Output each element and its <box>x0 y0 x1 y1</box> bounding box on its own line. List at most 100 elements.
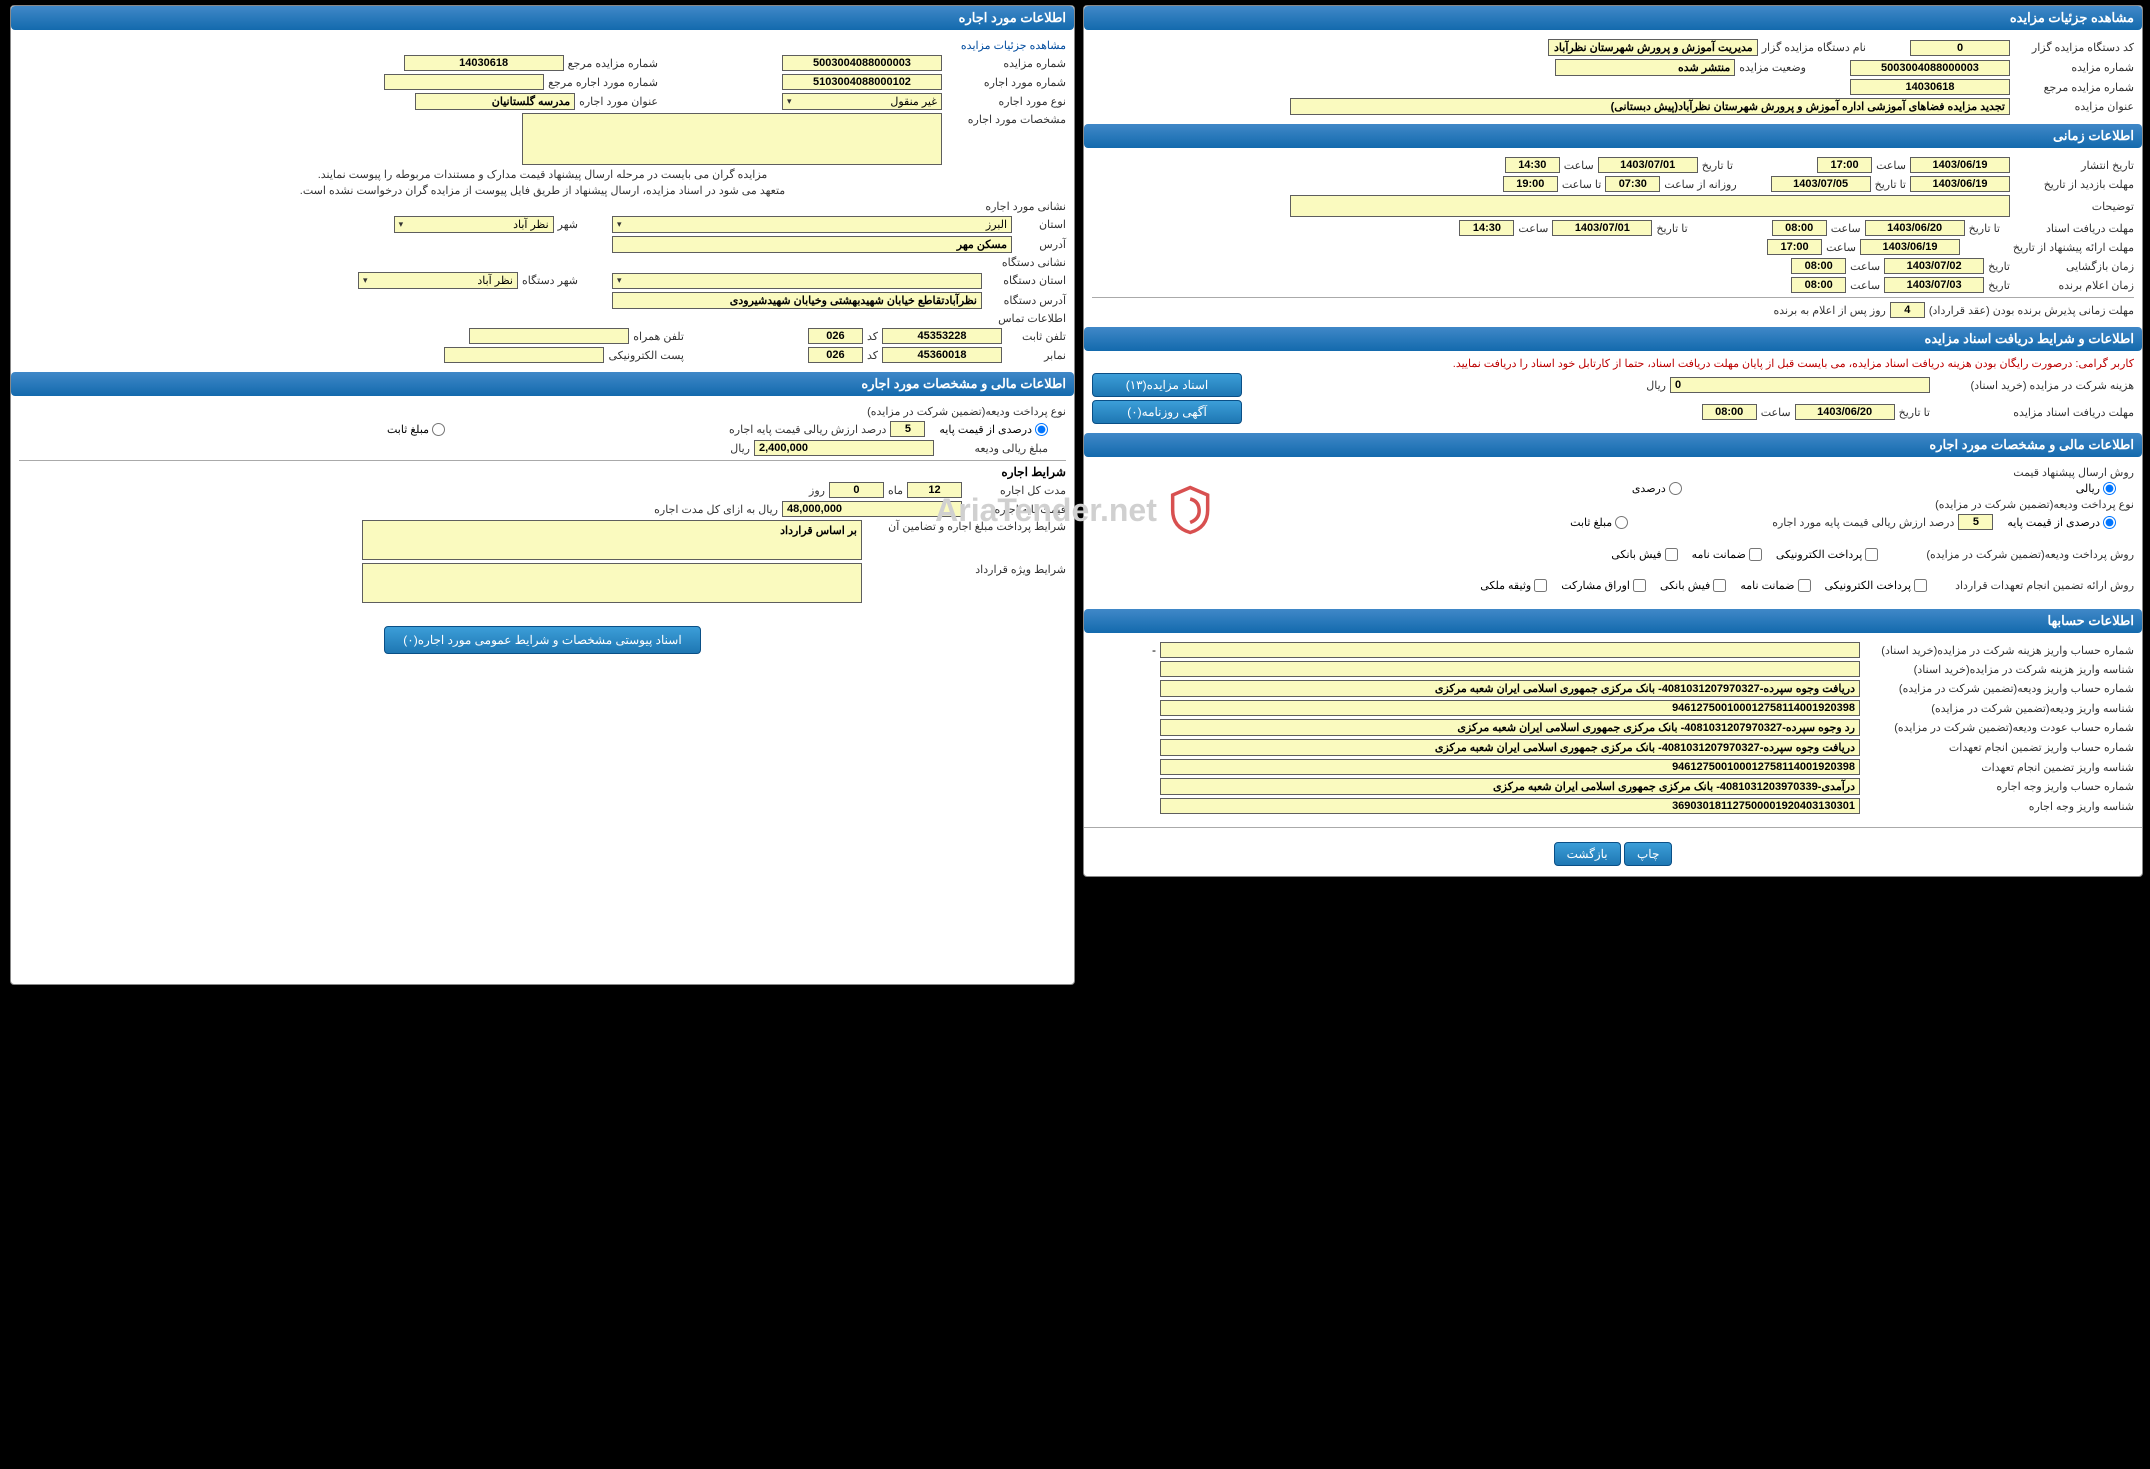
field-receipt-time: 08:00 <box>1772 220 1827 236</box>
label-acc4: شناسه واریز ودیعه(تضمین شرکت در مزایده) <box>1864 702 2134 715</box>
field-mobile[interactable] <box>469 328 629 344</box>
cb-electronic[interactable] <box>1865 548 1878 561</box>
label-address: آدرس <box>1016 238 1066 251</box>
field-doc-deadline-time: 08:00 <box>1702 404 1757 420</box>
label-tel: تلفن ثابت <box>1006 330 1066 343</box>
section-header-lease: اطلاعات مورد اجاره <box>11 6 1074 30</box>
label-l-deposit-type: نوع پرداخت ودیعه(تضمین شرکت در مزایده) <box>867 405 1066 418</box>
note2: متعهد می شود در اسناد مزایده، ارسال پیشن… <box>300 184 785 197</box>
field-org-address[interactable]: نظرآبادتقاطع خیابان شهیدبهشتی وخیابان شه… <box>612 292 982 309</box>
dropdown-province[interactable]: البرز▾ <box>612 216 1012 233</box>
label-email: پست الکترونیکی <box>608 349 684 362</box>
label-deposit-amt: مبلغ ریالی ودیعه <box>938 442 1048 455</box>
field-fax[interactable]: 45360018 <box>882 347 1002 363</box>
cb-electronic2-label: پرداخت الکترونیکی <box>1825 579 1912 592</box>
back-button[interactable]: بازگشت <box>1554 842 1621 866</box>
chevron-down-icon: ▾ <box>617 219 622 230</box>
field-fax-code[interactable]: 026 <box>808 347 863 363</box>
field-address[interactable]: مسکن مهر <box>612 236 1012 253</box>
label-announce: زمان اعلام برنده <box>2014 279 2134 292</box>
label-org-province: استان دستگاه <box>986 274 1066 287</box>
label-province: استان <box>1016 218 1066 231</box>
label-org-name: نام دستگاه مزایده گزار <box>1762 41 1866 54</box>
label-to-date3: تا تاریخ <box>1969 222 2000 235</box>
radio-l-fixed[interactable] <box>432 423 445 436</box>
cb-guarantee2[interactable] <box>1798 579 1811 592</box>
label-status: وضعیت مزایده <box>1739 61 1806 74</box>
cb-guarantee[interactable] <box>1749 548 1762 561</box>
label-days: روز <box>809 484 825 497</box>
field-deposit-amt: 2,400,000 <box>754 440 934 456</box>
textarea-special-cond[interactable] <box>362 563 862 603</box>
radio-l-pct-base[interactable] <box>1035 423 1048 436</box>
print-button[interactable]: چاپ <box>1624 842 1672 866</box>
cb-securities-label: اوراق مشارکت <box>1561 579 1630 592</box>
radio-l-fixed-label: مبلغ ثابت <box>387 423 429 436</box>
cb-securities[interactable] <box>1633 579 1646 592</box>
label-item-type: نوع مورد اجاره <box>946 95 1066 108</box>
label-at3: ساعت <box>1831 222 1861 235</box>
label-deposit-pay-method: روش پرداخت ودیعه(تضمین شرکت در مزایده) <box>1926 548 2134 561</box>
cb-bankslip2[interactable] <box>1713 579 1726 592</box>
label-auction-num: شماره مزایده <box>2014 61 2134 74</box>
label-acc1: شماره حساب واریز هزینه شرکت در مزایده(خر… <box>1864 644 2134 657</box>
daily-ad-button[interactable]: آگهی روزنامه(۰) <box>1092 400 1242 424</box>
label-fee: هزینه شرکت در مزایده (خرید اسناد) <box>1934 379 2134 392</box>
divider2 <box>1084 827 2142 828</box>
label-desc: توضیحات <box>2014 200 2134 213</box>
label-visit-time: روزانه از ساعت <box>1664 178 1736 191</box>
radio-percent[interactable] <box>1669 482 1682 495</box>
label-item-spec: مشخصات مورد اجاره <box>946 113 1066 126</box>
label-l-ref: شماره مزایده مرجع <box>568 57 658 70</box>
field-acc2 <box>1160 661 1860 677</box>
field-pub-to-date: 1403/07/01 <box>1598 157 1698 173</box>
dropdown-org-city[interactable]: نظر آباد▾ <box>358 272 518 289</box>
label-at7: ساعت <box>1850 279 1880 292</box>
field-ref-num: 14030618 <box>1850 79 2010 95</box>
label-doc-deadline: مهلت دریافت اسناد مزایده <box>1934 406 2134 419</box>
label-fax-code: کد <box>867 349 878 362</box>
auction-details-panel: مشاهده جزئیات مزایده کد دستگاه مزایده گز… <box>1083 5 2143 877</box>
field-l-auction-num: 5003004088000003 <box>782 55 942 71</box>
field-receipt-to-time: 14:30 <box>1459 220 1514 236</box>
label-to-date5: تا تاریخ <box>1899 406 1930 419</box>
radio-rial[interactable] <box>2103 482 2116 495</box>
chevron-down-icon: ▾ <box>363 275 368 286</box>
field-email[interactable] <box>444 347 604 363</box>
chevron-down-icon: ▾ <box>787 96 792 107</box>
field-days[interactable]: 0 <box>829 482 884 498</box>
divider3 <box>19 460 1066 461</box>
dropdown-item-type[interactable]: غیر منقول▾ <box>782 93 942 110</box>
textarea-pay-cond[interactable]: بر اساس قرارداد <box>362 520 862 560</box>
field-acc5: رد وجوه سپرده-4081031207970327- بانک مرک… <box>1160 719 1860 736</box>
divider <box>1092 297 2134 298</box>
docs-button[interactable]: اسناد مزایده(۱۳) <box>1092 373 1242 397</box>
radio-pct-base[interactable] <box>2103 516 2116 529</box>
attachments-button[interactable]: اسناد پیوستی مشخصات و شرایط عمومی مورد ا… <box>384 626 700 654</box>
label-at8: ساعت <box>1761 406 1791 419</box>
field-acc6: دریافت وجوه سپرده-4081031207970327- بانک… <box>1160 739 1860 756</box>
cb-electronic2[interactable] <box>1914 579 1927 592</box>
field-tel-code[interactable]: 026 <box>808 328 863 344</box>
field-acc1 <box>1160 642 1860 658</box>
label-at2: ساعت <box>1564 159 1594 172</box>
label-total-duration: مدت کل اجاره <box>966 484 1066 497</box>
cb-property[interactable] <box>1534 579 1547 592</box>
dropdown-org-province[interactable]: ▾ <box>612 273 982 289</box>
label-item-ref: شماره مورد اجاره مرجع <box>548 76 658 89</box>
label-to-date: تا تاریخ <box>1702 159 1733 172</box>
cb-bankslip[interactable] <box>1665 548 1678 561</box>
radio-fixed[interactable] <box>1615 516 1628 529</box>
dropdown-city[interactable]: نظر آباد▾ <box>394 216 554 233</box>
label-pct-suffix: درصد ارزش ریالی قیمت پایه مورد اجاره <box>1772 516 1954 529</box>
label-city: شهر <box>558 218 578 231</box>
link-view-details[interactable]: مشاهده جزئیات مزایده <box>961 39 1066 52</box>
section-header-details: مشاهده جزئیات مزایده <box>1084 6 2142 30</box>
label-l-pct-suffix: درصد ارزش ریالی قیمت پایه اجاره <box>729 423 886 436</box>
field-tel[interactable]: 45353228 <box>882 328 1002 344</box>
field-months[interactable]: 12 <box>907 482 962 498</box>
textarea-item-spec[interactable] <box>522 113 942 165</box>
field-acc4: 946127500100012758114001920398 <box>1160 700 1860 716</box>
label-visit: مهلت بازدید از تاریخ <box>2014 178 2134 191</box>
label-acc2: شناسه واریز هزینه شرکت در مزایده(خرید اس… <box>1864 663 2134 676</box>
